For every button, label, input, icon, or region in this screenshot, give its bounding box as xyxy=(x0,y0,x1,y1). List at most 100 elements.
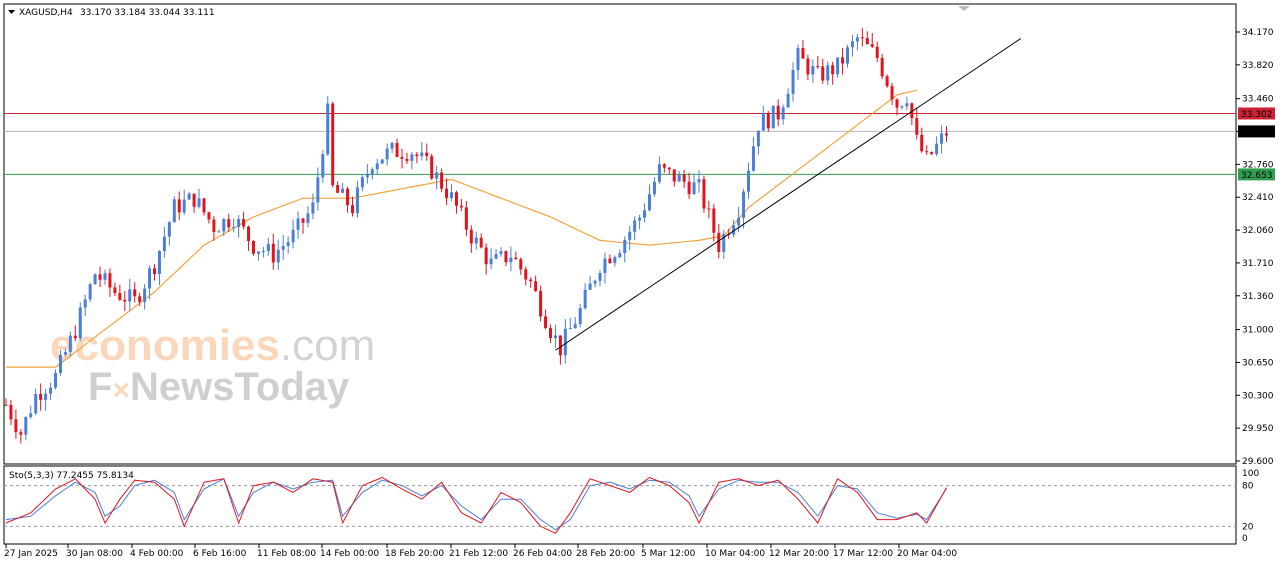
candle xyxy=(271,243,275,263)
candle xyxy=(890,86,894,100)
candle xyxy=(450,192,453,199)
candle xyxy=(385,148,389,160)
candle xyxy=(256,251,260,254)
x-axis-label: 18 Feb 20:00 xyxy=(385,549,444,559)
candle xyxy=(162,236,166,252)
y-axis-label: 32.410 xyxy=(1242,193,1274,203)
candle xyxy=(489,258,493,265)
candle xyxy=(296,218,300,230)
y-axis-label: 32.760 xyxy=(1242,160,1274,170)
candle xyxy=(761,113,765,131)
y-axis-label: 31.710 xyxy=(1242,259,1274,269)
candle xyxy=(875,46,879,58)
candle xyxy=(945,133,948,136)
candle xyxy=(390,142,394,149)
candle xyxy=(9,404,13,420)
candle xyxy=(692,182,696,195)
candle xyxy=(662,164,666,168)
candle xyxy=(207,212,211,220)
candle xyxy=(19,432,23,435)
candle xyxy=(816,66,820,68)
candle xyxy=(905,103,909,107)
candle xyxy=(821,66,825,81)
candle xyxy=(618,253,622,258)
candle xyxy=(29,413,33,418)
y-axis-label: 33.460 xyxy=(1242,95,1274,105)
x-axis-label: 10 Mar 04:00 xyxy=(705,549,765,559)
candle xyxy=(880,57,884,77)
candle xyxy=(771,105,775,129)
chart-shift-marker-icon[interactable] xyxy=(958,6,970,11)
candle xyxy=(464,207,468,230)
candle xyxy=(49,387,53,394)
candle xyxy=(44,393,48,400)
candle xyxy=(598,273,602,281)
trendline[interactable] xyxy=(555,38,1022,351)
candle xyxy=(380,159,384,164)
candle xyxy=(544,316,548,329)
candle xyxy=(915,118,919,135)
candle xyxy=(360,177,364,188)
y-axis-label: 30.300 xyxy=(1242,391,1274,401)
candle xyxy=(217,231,221,233)
candle xyxy=(459,205,463,208)
candle xyxy=(648,194,651,211)
candle xyxy=(806,58,810,75)
candle xyxy=(341,188,345,193)
candle xyxy=(177,199,181,213)
y-axis-label: 31.360 xyxy=(1242,292,1274,302)
candle xyxy=(301,218,305,223)
candle xyxy=(846,47,849,64)
candle xyxy=(4,404,8,406)
stochastic-panel[interactable] xyxy=(3,465,1237,545)
candle xyxy=(826,65,830,81)
symbol-menu-icon[interactable] xyxy=(8,10,15,14)
candle xyxy=(469,229,473,244)
y-axis-label: 31.000 xyxy=(1242,326,1274,336)
candle xyxy=(539,291,543,317)
candle xyxy=(687,181,691,195)
candle xyxy=(420,152,424,157)
candle xyxy=(351,205,354,214)
candle xyxy=(930,152,934,154)
stochastic-scale-label: 100 xyxy=(1242,469,1259,479)
candle xyxy=(588,283,592,290)
candle xyxy=(316,177,320,203)
candle xyxy=(885,76,889,87)
main-chart-panel[interactable] xyxy=(3,3,1237,465)
candle xyxy=(677,174,681,182)
candle xyxy=(83,299,87,308)
candle xyxy=(563,328,567,356)
candle xyxy=(568,328,572,330)
candle xyxy=(756,130,760,147)
candle xyxy=(73,335,77,339)
candle xyxy=(672,169,676,182)
candle xyxy=(291,229,295,243)
candle xyxy=(613,257,617,263)
candle xyxy=(657,164,661,182)
candle xyxy=(88,284,92,300)
x-axis-label: 28 Feb 20:00 xyxy=(576,549,635,559)
candle xyxy=(78,307,82,339)
candle xyxy=(667,167,671,170)
candle xyxy=(519,259,523,270)
candle xyxy=(900,106,904,108)
candle xyxy=(133,289,137,297)
candle xyxy=(306,213,310,223)
ohlc-label: 33.170 33.184 33.044 33.111 xyxy=(80,8,215,18)
candle xyxy=(237,219,241,228)
candle xyxy=(435,172,439,179)
x-axis-label: 11 Feb 08:00 xyxy=(257,549,316,559)
candle xyxy=(935,143,939,154)
candle xyxy=(425,152,429,157)
candle xyxy=(811,66,815,75)
candle xyxy=(742,191,746,218)
candle xyxy=(776,105,780,120)
candle xyxy=(63,352,67,355)
candle xyxy=(405,158,409,161)
candle xyxy=(113,287,117,294)
candle xyxy=(633,220,637,232)
candle xyxy=(702,179,706,209)
watermark: economies.com F×NewsToday xyxy=(50,321,375,409)
